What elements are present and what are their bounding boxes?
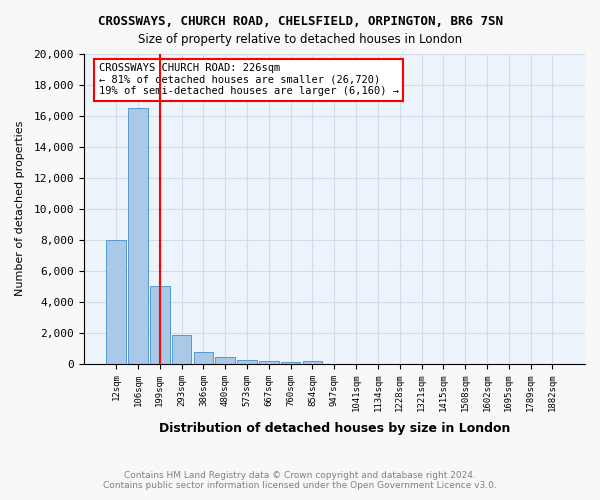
Y-axis label: Number of detached properties: Number of detached properties <box>15 121 25 296</box>
Bar <box>237 360 257 364</box>
Bar <box>302 361 322 364</box>
Text: Contains HM Land Registry data © Crown copyright and database right 2024.: Contains HM Land Registry data © Crown c… <box>124 471 476 480</box>
Bar <box>106 240 126 364</box>
Bar <box>150 286 170 364</box>
Bar <box>128 108 148 364</box>
Text: Size of property relative to detached houses in London: Size of property relative to detached ho… <box>138 32 462 46</box>
Text: Contains public sector information licensed under the Open Government Licence v3: Contains public sector information licen… <box>103 481 497 490</box>
Bar <box>281 362 301 364</box>
Bar <box>259 361 278 364</box>
Text: CROSSWAYS, CHURCH ROAD, CHELSFIELD, ORPINGTON, BR6 7SN: CROSSWAYS, CHURCH ROAD, CHELSFIELD, ORPI… <box>97 15 503 28</box>
Bar <box>194 352 213 364</box>
Bar <box>215 358 235 364</box>
Text: CROSSWAYS CHURCH ROAD: 226sqm
← 81% of detached houses are smaller (26,720)
19% : CROSSWAYS CHURCH ROAD: 226sqm ← 81% of d… <box>98 64 398 96</box>
Bar <box>172 335 191 364</box>
X-axis label: Distribution of detached houses by size in London: Distribution of detached houses by size … <box>158 422 510 435</box>
